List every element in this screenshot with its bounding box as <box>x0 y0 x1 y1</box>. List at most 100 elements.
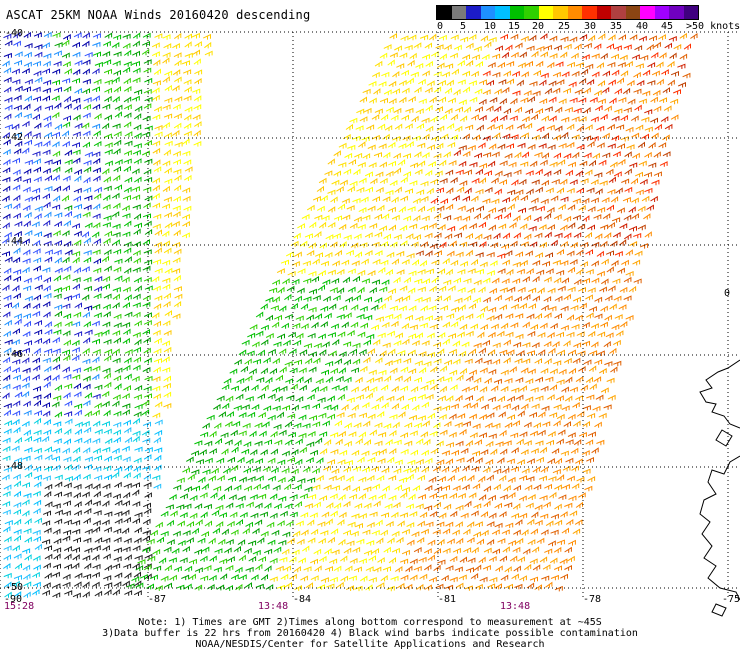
wind-barb <box>637 205 646 212</box>
wind-barb <box>527 143 536 150</box>
wind-barb <box>235 393 244 400</box>
wind-barb <box>114 499 123 506</box>
wind-barb <box>399 558 409 564</box>
wind-barb <box>3 52 12 59</box>
wind-barb <box>379 97 388 104</box>
wind-barb <box>547 431 556 437</box>
wind-barb <box>450 176 458 184</box>
wind-barb <box>510 322 519 329</box>
wind-barb <box>22 120 30 127</box>
wind-barb <box>361 466 370 473</box>
wind-barb <box>417 142 426 149</box>
wind-barb <box>519 431 528 438</box>
wind-barb <box>347 412 356 419</box>
wind-barb <box>350 321 359 328</box>
wind-barb <box>2 132 10 139</box>
wind-barb <box>71 562 80 569</box>
wind-barb <box>272 296 280 303</box>
wind-barb <box>112 330 121 336</box>
wind-barb <box>337 393 345 401</box>
wind-barb <box>214 438 222 445</box>
wind-barb <box>162 34 171 40</box>
wind-barb <box>155 521 163 528</box>
wind-barb <box>241 385 249 392</box>
wind-barb <box>618 239 627 246</box>
wind-barb <box>502 546 510 553</box>
wind-barb <box>347 329 355 337</box>
wind-barb <box>536 126 545 132</box>
wind-barb <box>379 161 387 168</box>
wind-barb <box>403 375 411 383</box>
wind-barb <box>213 566 222 573</box>
wind-barb <box>575 62 584 68</box>
wind-barb <box>499 448 508 455</box>
wind-barb <box>279 556 288 563</box>
wind-barb <box>624 151 632 158</box>
wind-barb <box>603 404 612 410</box>
wind-barb <box>33 481 42 488</box>
wind-barb <box>14 51 23 57</box>
wind-barb <box>43 201 51 208</box>
map-title: ASCAT 25KM NOAA Winds 20160420 descendin… <box>6 8 311 22</box>
wind-barb <box>421 117 430 124</box>
wind-barb <box>547 287 556 294</box>
wind-barb <box>489 97 498 103</box>
wind-barb <box>142 265 151 272</box>
wind-barb <box>32 194 40 201</box>
wind-barb <box>445 169 454 176</box>
wind-barb <box>402 153 411 159</box>
wind-barb <box>213 403 221 410</box>
wind-barb <box>424 87 433 94</box>
wind-barb <box>306 204 315 211</box>
wind-barb <box>521 116 530 122</box>
wind-barb <box>146 583 154 590</box>
wind-barb <box>92 554 100 561</box>
wind-barb <box>51 79 60 86</box>
wind-barb <box>338 142 347 149</box>
wind-barb <box>62 61 71 67</box>
wind-barb <box>438 96 446 103</box>
wind-barb <box>583 152 592 159</box>
wind-barb <box>462 464 470 472</box>
wind-barb <box>52 68 61 75</box>
wind-barb <box>408 270 417 276</box>
wind-barb <box>443 420 452 427</box>
wind-barb <box>494 124 503 130</box>
wind-barb <box>339 385 348 392</box>
wind-barb <box>225 539 234 545</box>
wind-barb <box>84 151 93 158</box>
wind-barb <box>332 294 341 301</box>
wind-barb <box>132 302 141 308</box>
wind-barb <box>551 447 560 455</box>
wind-barb <box>644 231 652 238</box>
wind-barb <box>103 465 112 471</box>
wind-barb <box>443 279 452 286</box>
wind-barb <box>323 484 332 491</box>
wind-barb <box>405 503 414 510</box>
wind-barb <box>94 590 103 597</box>
wind-barb <box>461 386 470 393</box>
wind-barb <box>24 517 32 525</box>
wind-barb <box>73 455 81 462</box>
wind-barb <box>634 250 643 257</box>
wind-barb <box>21 147 30 154</box>
wind-barb <box>488 512 497 519</box>
wind-barb <box>111 447 120 454</box>
wind-barb <box>283 483 292 490</box>
wind-barb <box>471 466 480 472</box>
wind-barb <box>152 474 161 481</box>
wind-barb <box>113 547 122 553</box>
lon-label: -90 <box>4 594 22 605</box>
wind-barb <box>330 404 339 411</box>
wind-barb <box>320 305 329 312</box>
wind-barb <box>651 179 660 186</box>
wind-barb <box>122 66 131 73</box>
wind-barb <box>601 258 609 265</box>
wind-barb <box>24 139 32 146</box>
wind-barb <box>395 332 403 339</box>
lon-label: -81 <box>438 594 456 605</box>
wind-barb <box>71 464 80 471</box>
wind-barb <box>52 336 60 344</box>
wind-barb <box>123 158 132 164</box>
wind-barb <box>539 322 548 329</box>
